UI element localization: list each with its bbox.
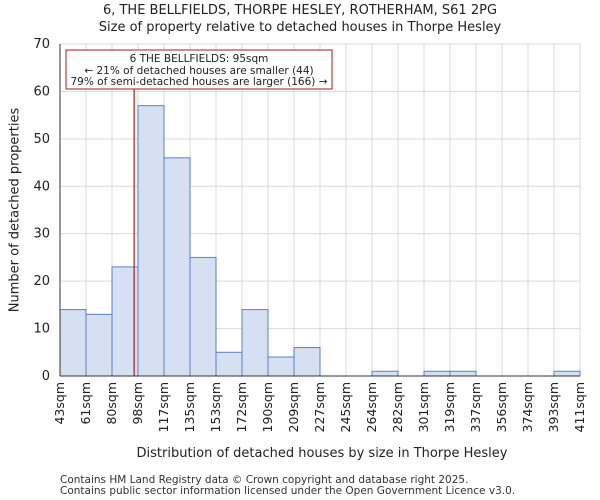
bar-14 <box>423 370 451 377</box>
axes <box>59 44 580 377</box>
y-tick-label-4: 40 <box>33 179 50 194</box>
x-tick-label-0: 43sqm <box>52 382 67 425</box>
x-tick-label-7: 172sqm <box>234 382 249 432</box>
bar-3 <box>137 105 165 377</box>
bar-0 <box>59 309 87 377</box>
annotation-box: 6 THE BELLFIELDS: 95sqm ← 21% of detache… <box>65 49 333 90</box>
bar-12 <box>371 370 399 377</box>
x-tick-label-5: 135sqm <box>182 382 197 432</box>
x-tick-label-18: 374sqm <box>520 382 535 432</box>
y-tick-label-7: 70 <box>33 37 50 52</box>
y-tick-label-5: 50 <box>33 132 50 147</box>
grid-lines <box>59 43 581 377</box>
y-tick-label-0: 0 <box>42 369 50 384</box>
annotation-line-2: ← 21% of detached houses are smaller (44… <box>84 65 313 77</box>
chart-subtitle: Size of property relative to detached ho… <box>98 20 502 35</box>
x-tick-label-6: 153sqm <box>208 382 223 432</box>
x-tick-label-11: 245sqm <box>338 382 353 432</box>
x-tick-label-10: 227sqm <box>312 382 327 432</box>
annotation-line-1: 6 THE BELLFIELDS: 95sqm <box>130 53 269 65</box>
x-tick-label-17: 356sqm <box>494 382 509 432</box>
bar-6 <box>215 351 243 377</box>
footer-line-2: Contains public sector information licen… <box>60 485 516 497</box>
bar-7 <box>241 309 269 377</box>
bar-8 <box>267 356 295 377</box>
bar-5 <box>189 256 217 377</box>
x-tick-label-12: 264sqm <box>364 382 379 432</box>
x-tick-label-4: 117sqm <box>156 382 171 432</box>
annotation-line-3: 79% of semi-detached houses are larger (… <box>71 76 328 88</box>
y-tick-label-6: 60 <box>33 84 50 99</box>
bar-4 <box>163 157 191 377</box>
x-tick-label-16: 337sqm <box>468 382 483 432</box>
y-tick-label-2: 20 <box>33 274 50 289</box>
y-tick-label-3: 30 <box>33 227 50 242</box>
x-tick-label-2: 80sqm <box>104 382 119 425</box>
chart-title: 6, THE BELLFIELDS, THORPE HESLEY, ROTHER… <box>102 3 498 18</box>
x-tick-label-13: 282sqm <box>390 382 405 432</box>
x-tick-labels: 43sqm 61sqm 80sqm 98sqm 117sqm 135sqm 153sqm 17… <box>52 382 587 432</box>
y-tick-label-1: 10 <box>33 322 50 337</box>
bar-9 <box>293 347 321 377</box>
bar-19 <box>553 370 581 377</box>
x-tick-label-19: 393sqm <box>546 382 561 432</box>
footer-line-1: Contains HM Land Registry data © Crown c… <box>60 474 469 486</box>
x-tick-label-9: 209sqm <box>286 382 301 432</box>
x-tick-label-3: 98sqm <box>130 382 145 425</box>
x-tick-label-20: 411sqm <box>572 382 587 432</box>
x-tick-label-14: 301sqm <box>416 382 431 432</box>
x-tick-label-15: 319sqm <box>442 382 457 432</box>
bar-15 <box>449 370 477 377</box>
y-tick-labels: 0 10 20 30 40 50 60 70 <box>33 37 50 384</box>
x-axis-label: Distribution of detached houses by size … <box>137 446 508 461</box>
y-axis-label: Number of detached properties <box>8 108 23 313</box>
x-tick-label-1: 61sqm <box>78 382 93 425</box>
x-tick-label-8: 190sqm <box>260 382 275 432</box>
annotation-rect <box>65 49 333 90</box>
bar-1 <box>85 313 113 377</box>
histogram-bars <box>59 105 581 377</box>
